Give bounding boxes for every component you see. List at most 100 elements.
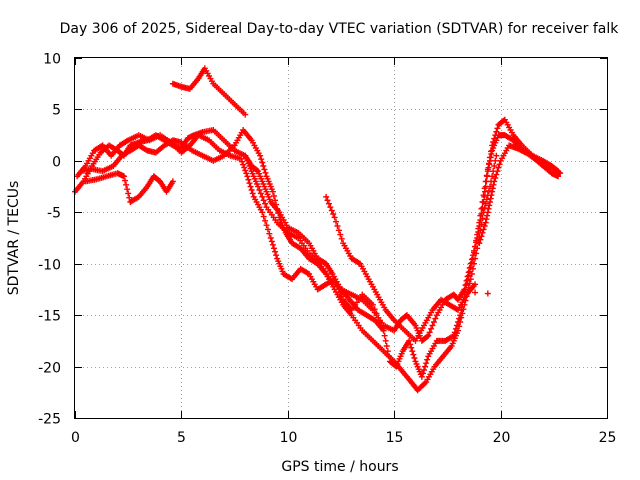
data-points	[72, 65, 564, 394]
data-point	[262, 169, 269, 176]
data-point	[469, 265, 476, 272]
data-point	[375, 314, 382, 321]
data-point	[420, 367, 427, 373]
x-tick-label: 0	[71, 430, 80, 446]
x-tick-label: 20	[493, 430, 511, 446]
plot-frame	[74, 57, 608, 419]
data-point	[325, 200, 332, 207]
data-point	[260, 197, 267, 204]
chart-title: Day 306 of 2025, Sidereal Day-to-day VTE…	[60, 21, 620, 37]
data-point	[263, 222, 270, 229]
data-point	[126, 194, 133, 201]
data-point	[259, 209, 266, 216]
data-point	[262, 217, 269, 224]
data-point	[493, 152, 500, 159]
data-point	[483, 216, 490, 223]
data-point	[474, 245, 481, 252]
x-tick-label: 15	[386, 430, 404, 446]
data-point	[460, 306, 467, 313]
data-point	[458, 314, 465, 321]
data-point	[259, 193, 266, 200]
data-point	[468, 271, 475, 277]
data-point	[247, 183, 254, 190]
data-point	[257, 190, 264, 197]
data-point	[492, 157, 499, 164]
data-point	[258, 156, 265, 163]
y-tick-label: 10	[43, 52, 61, 68]
data-point	[380, 327, 387, 334]
data-point	[246, 180, 253, 187]
data-point	[496, 161, 503, 168]
data-point	[464, 277, 471, 283]
data-point	[457, 319, 464, 325]
data-point	[266, 230, 273, 237]
data-point	[260, 213, 267, 220]
data-point	[241, 164, 248, 171]
data-point	[483, 172, 490, 179]
data-point	[245, 176, 252, 183]
data-point	[484, 212, 491, 219]
data-point	[484, 290, 491, 297]
data-point	[253, 167, 260, 174]
data-point	[428, 325, 435, 332]
y-tick-label: -15	[38, 309, 61, 325]
data-point	[335, 227, 342, 234]
data-point	[465, 272, 472, 279]
data-point	[463, 281, 470, 288]
data-point	[488, 192, 495, 199]
data-point	[327, 204, 334, 211]
data-point	[323, 193, 330, 200]
data-point	[334, 223, 341, 229]
data-point	[495, 164, 502, 171]
data-point	[423, 360, 430, 367]
x-axis: 0 5 10 15 20 25	[71, 58, 616, 446]
data-point	[472, 255, 479, 262]
y-tick-label: -5	[47, 206, 61, 222]
y-tick-label: -25	[38, 412, 61, 428]
data-point	[269, 241, 276, 248]
data-point	[479, 229, 486, 236]
data-point	[330, 211, 337, 217]
y-tick-label: -10	[38, 258, 61, 274]
data-point	[489, 173, 496, 180]
data-point	[267, 235, 274, 241]
data-point	[478, 233, 485, 240]
data-point	[419, 370, 426, 377]
data-point	[478, 205, 485, 212]
data-point	[269, 188, 276, 195]
data-point	[122, 177, 129, 184]
data-point	[491, 163, 498, 169]
data-point	[273, 252, 280, 259]
data-point	[430, 319, 437, 325]
data-point	[480, 226, 487, 233]
data-point	[272, 197, 279, 204]
data-point	[472, 281, 479, 288]
data-point	[494, 168, 501, 175]
data-point	[337, 231, 344, 238]
x-tick-label: 5	[177, 430, 186, 446]
data-point	[492, 175, 499, 181]
data-point	[260, 163, 267, 169]
data-point	[255, 183, 262, 190]
data-point	[381, 332, 388, 339]
data-point	[424, 333, 431, 340]
data-point	[426, 329, 433, 336]
data-point	[492, 132, 499, 139]
data-point	[338, 235, 345, 242]
data-point	[459, 291, 466, 298]
data-point	[422, 363, 429, 370]
data-point	[476, 240, 483, 247]
data-point	[328, 207, 335, 214]
data-point	[490, 181, 497, 188]
data-point	[493, 171, 500, 178]
data-point	[239, 158, 246, 165]
data-point	[490, 139, 497, 145]
data-point	[487, 195, 494, 202]
data-point	[369, 301, 376, 308]
data-point	[242, 111, 249, 118]
data-point	[125, 190, 132, 197]
data-point	[262, 200, 269, 207]
data-point	[373, 310, 380, 317]
data-point	[467, 276, 474, 283]
